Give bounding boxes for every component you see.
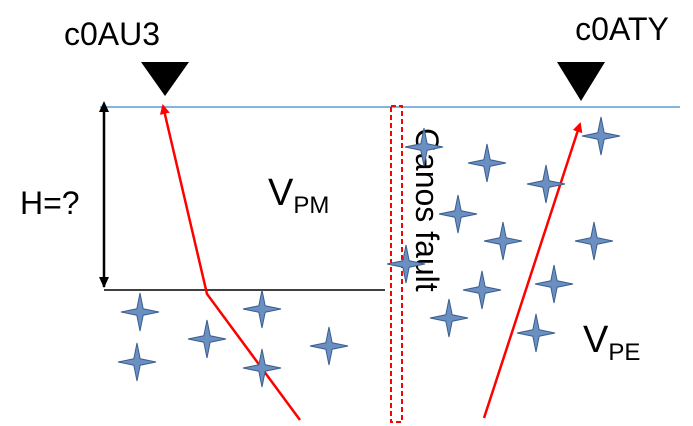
earthquake-star — [242, 289, 282, 329]
station-label-right: c0ATY — [575, 11, 669, 47]
velocity-middle-subscript: PM — [293, 192, 329, 219]
station-marker-right — [557, 62, 605, 101]
station-label-left: c0AU3 — [64, 16, 160, 52]
earthquake-star — [534, 264, 574, 304]
earthquake-star — [574, 221, 614, 261]
earthquake-star — [581, 116, 621, 156]
velocity-label-east: VPE — [583, 319, 640, 366]
velocity-label-middle: VPM — [268, 172, 329, 219]
depth-label: H=? — [20, 185, 80, 221]
earthquake-star — [438, 194, 478, 234]
earthquake-star — [483, 221, 523, 261]
earthquake-star — [187, 319, 227, 359]
ray-path-left — [159, 104, 302, 421]
earthquake-star — [404, 127, 444, 167]
earthquake-star — [467, 143, 507, 183]
ray-path-right — [482, 122, 583, 419]
earthquake-star — [462, 270, 502, 310]
velocity-middle-base: V — [268, 172, 294, 214]
earthquake-stars — [117, 116, 621, 388]
velocity-east-base: V — [583, 319, 609, 361]
earthquake-star — [120, 292, 160, 332]
station-marker-left — [141, 62, 189, 96]
earthquake-star — [516, 313, 556, 353]
earthquake-star — [429, 298, 469, 338]
earthquake-star — [526, 164, 566, 204]
earthquake-star — [386, 244, 426, 284]
velocity-east-subscript: PE — [608, 339, 640, 366]
earthquake-star — [309, 326, 349, 366]
earthquake-star — [242, 348, 282, 388]
earthquake-star — [117, 342, 157, 382]
